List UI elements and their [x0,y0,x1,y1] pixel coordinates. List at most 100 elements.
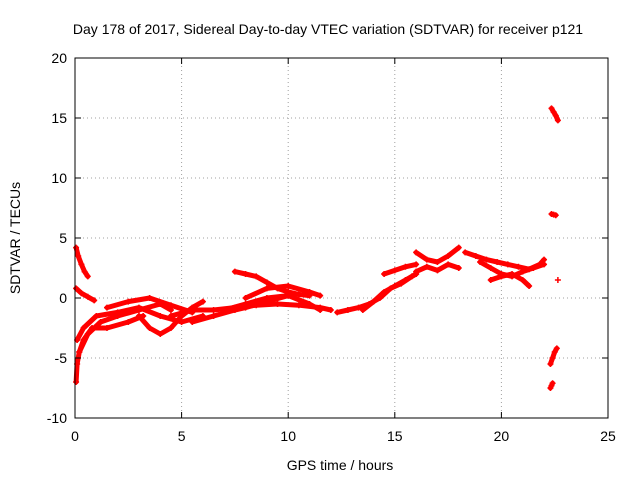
arc-track [381,261,419,277]
arc-track [221,293,323,313]
data-point [327,307,334,313]
series-arc-17 [413,261,462,275]
data-point [76,349,83,355]
data-point [285,283,292,289]
data-point [391,283,398,289]
data-point [242,271,249,277]
series-arc-10 [221,292,324,313]
x-tick-label: 20 [494,428,510,444]
data-point [167,302,174,309]
data-point [462,249,469,256]
data-point [189,307,196,313]
data-point [210,307,217,313]
data-point [494,259,501,265]
data-point [445,253,452,259]
data-point [73,244,80,251]
data-point [344,307,351,313]
data-point [519,268,526,275]
data-point [413,268,420,275]
data-point [146,325,153,331]
data-point [178,319,185,325]
data-point [135,313,142,319]
y-tick-label: 10 [51,170,67,186]
data-point [146,295,153,301]
series-arc-12 [242,283,324,301]
data-point [519,277,526,283]
data-point [97,319,104,325]
data-point [355,304,362,311]
data-point [189,319,196,325]
data-point [391,267,398,274]
series-arc-23 [554,277,561,283]
data-point [434,259,441,265]
grid-lines [75,58,608,418]
series-arc-3 [73,313,147,385]
y-tick-label: 0 [59,290,67,306]
data-point [445,261,452,268]
data-point [231,268,238,275]
x-tick-label: 25 [600,428,616,444]
data-point [477,259,484,265]
data-point [317,307,324,313]
data-point [487,277,494,283]
data-point [455,244,462,251]
x-axis-label: GPS time / hours [287,457,394,473]
series-arc-24 [547,345,560,367]
data-point [551,349,558,355]
data-point [157,313,164,319]
series-arc-6 [103,295,196,316]
data-point [285,289,292,295]
data-point [78,290,85,297]
data-point [84,331,91,337]
data-point [75,253,82,259]
arc-track [549,105,561,123]
data-point [381,289,388,295]
data-point [548,105,555,112]
data-point [103,325,110,331]
data-point [103,304,110,311]
y-tick-label: -10 [47,410,67,426]
data-point [402,263,409,270]
data-point [114,313,121,319]
data-point [455,265,462,271]
data-point [317,292,324,299]
data-point [334,309,341,316]
data-point [295,291,302,298]
data-point [306,289,313,295]
data-point [553,345,560,352]
data-point [550,109,557,115]
data-point [91,297,98,304]
data-point [549,355,556,361]
data-point [210,313,217,319]
data-point [509,271,516,277]
series-arc-15 [381,261,420,277]
arc-track [547,345,560,367]
data-point [81,268,88,275]
y-tick-label: 20 [51,50,67,66]
data-point [554,277,561,283]
data-point [423,263,430,270]
data-point [242,301,249,307]
data-point [84,273,91,280]
series-arc-2 [73,285,98,304]
series-arc-11 [231,268,313,299]
series-arc-20 [487,271,533,289]
series-arc-21 [548,105,561,124]
data-point [157,331,164,337]
data-point [504,261,511,268]
data-point [274,301,281,307]
data-point [73,285,80,292]
data-point [80,325,87,331]
series-arc-1 [73,244,91,280]
data-point [306,301,313,307]
data-point [167,313,174,319]
data-point [487,265,494,271]
data-point [167,325,174,331]
data-point [359,307,366,313]
data-point [423,256,430,263]
data-point [84,293,91,300]
data-point [125,298,132,305]
series-arc-22 [548,211,559,219]
plot-area-border [74,57,609,419]
